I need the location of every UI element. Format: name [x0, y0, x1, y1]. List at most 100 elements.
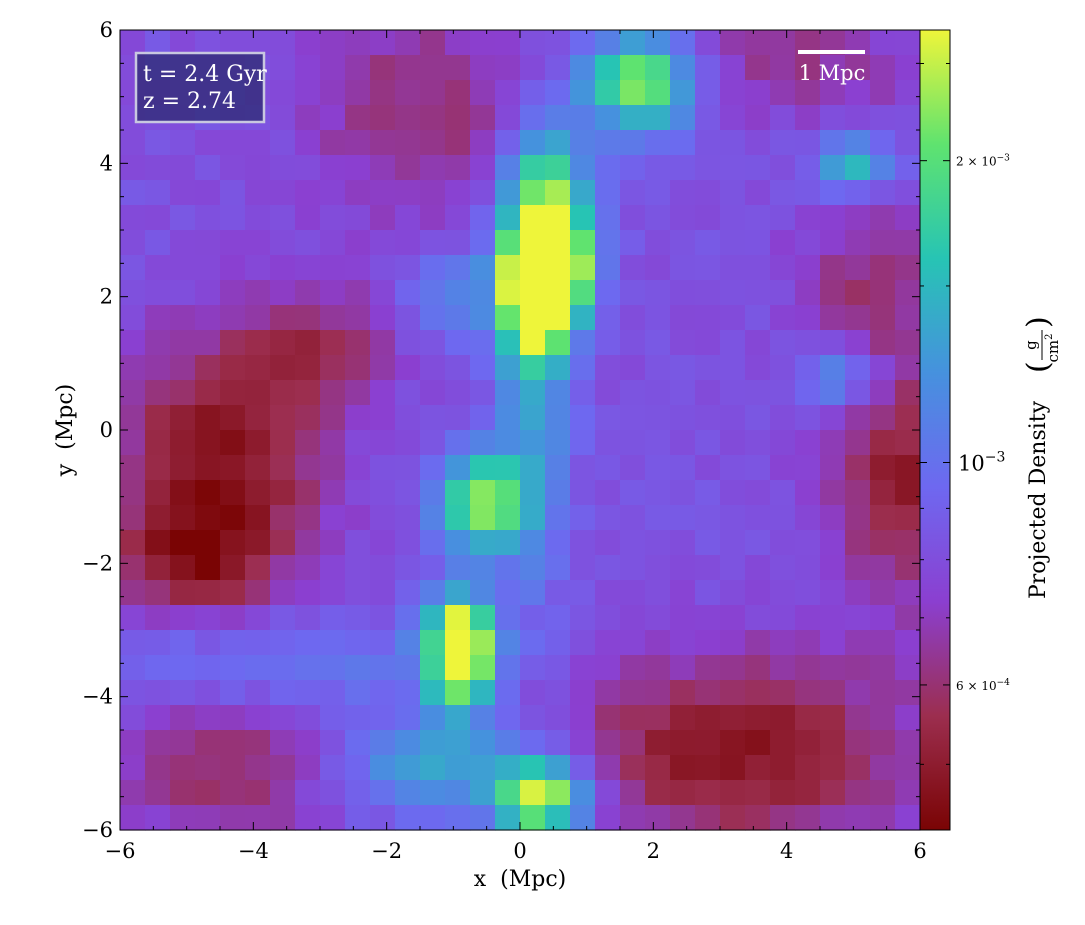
heatmap-cell — [170, 330, 196, 356]
heatmap-cell — [820, 705, 846, 731]
heatmap-cell — [345, 230, 371, 256]
heatmap-cell — [570, 255, 596, 281]
heatmap-cell — [745, 105, 771, 131]
heatmap-cell — [395, 505, 421, 531]
heatmap-cell — [595, 555, 621, 581]
heatmap-cell — [870, 180, 896, 206]
heatmap-cell — [820, 355, 846, 381]
heatmap-cell — [870, 705, 896, 731]
heatmap-cell — [695, 555, 721, 581]
heatmap-cell — [345, 380, 371, 406]
heatmap-cell — [545, 405, 571, 431]
heatmap-cell — [520, 655, 546, 681]
heatmap-cell — [220, 355, 246, 381]
heatmap-cell — [745, 505, 771, 531]
heatmap-cell — [420, 505, 446, 531]
heatmap-cell — [370, 780, 396, 806]
heatmap-cell — [870, 580, 896, 606]
colorbar-ticks: 2 × 10−3 10−3 6 × 10−4 — [920, 63, 1010, 765]
heatmap-cell — [620, 180, 646, 206]
heatmap-cell — [445, 405, 471, 431]
heatmap-cell — [370, 805, 396, 831]
heatmap-cell — [895, 130, 921, 156]
heatmap-cell — [295, 105, 321, 131]
heatmap-cell — [695, 280, 721, 306]
heatmap-cell — [545, 680, 571, 706]
heatmap-cell — [670, 230, 696, 256]
heatmap-cell — [170, 580, 196, 606]
heatmap-cell — [695, 730, 721, 756]
heatmap-cell — [645, 755, 671, 781]
heatmap-cell — [295, 580, 321, 606]
heatmap-cell — [145, 555, 171, 581]
heatmap-cell — [670, 205, 696, 231]
heatmap-cell — [370, 480, 396, 506]
heatmap-cell — [645, 55, 671, 81]
heatmap-cell — [820, 480, 846, 506]
heatmap-cell — [845, 380, 871, 406]
heatmap-cell — [120, 255, 146, 281]
heatmap-cell — [620, 530, 646, 556]
redshift-label: z = 2.74 — [143, 89, 236, 114]
heatmap-cell — [520, 155, 546, 181]
heatmap-cell — [470, 230, 496, 256]
heatmap-cell — [445, 205, 471, 231]
heatmap-cell — [720, 580, 746, 606]
heatmap-cell — [445, 355, 471, 381]
heatmap-cell — [670, 80, 696, 106]
heatmap-cell — [695, 430, 721, 456]
heatmap-cell — [695, 705, 721, 731]
heatmap-cell — [595, 355, 621, 381]
heatmap-cell — [720, 380, 746, 406]
heatmap-cell — [445, 455, 471, 481]
heatmap-cell — [745, 630, 771, 656]
heatmap-cell — [645, 730, 671, 756]
heatmap-cell — [495, 230, 521, 256]
heatmap-cell — [195, 480, 221, 506]
colorbar-unit-open-paren: ( — [1021, 361, 1056, 373]
heatmap-cell — [520, 105, 546, 131]
heatmap-cell — [595, 255, 621, 281]
heatmap-cell — [395, 780, 421, 806]
heatmap-cell — [495, 30, 521, 56]
heatmap-cell — [120, 705, 146, 731]
heatmap-cell — [295, 130, 321, 156]
heatmap-cell — [620, 505, 646, 531]
heatmap-cell — [895, 730, 921, 756]
heatmap-cell — [895, 605, 921, 631]
heatmap-cell — [770, 405, 796, 431]
heatmap-cell — [270, 305, 296, 331]
heatmap-cell — [895, 705, 921, 731]
heatmap-cell — [420, 305, 446, 331]
heatmap-cell — [470, 355, 496, 381]
heatmap-cell — [395, 680, 421, 706]
heatmap-cell — [445, 80, 471, 106]
x-axis-label: x (Mpc) — [474, 867, 567, 892]
heatmap-cell — [295, 180, 321, 206]
heatmap-cell — [520, 55, 546, 81]
heatmap-cell — [670, 305, 696, 331]
heatmap-cell — [895, 780, 921, 806]
heatmap-cell — [895, 380, 921, 406]
heatmap-cell — [795, 430, 821, 456]
heatmap-cell — [470, 205, 496, 231]
heatmap-cell — [295, 330, 321, 356]
heatmap-cell — [520, 755, 546, 781]
heatmap-cell — [470, 705, 496, 731]
heatmap-cell — [220, 705, 246, 731]
heatmap-cell — [420, 80, 446, 106]
heatmap-cell — [220, 605, 246, 631]
heatmap-cell — [120, 230, 146, 256]
heatmap-cell — [820, 605, 846, 631]
heatmap-cell — [845, 680, 871, 706]
heatmap-cell — [845, 205, 871, 231]
scale-bar-label: 1 Mpc — [799, 61, 866, 85]
heatmap-cell — [395, 805, 421, 831]
heatmap-cell — [395, 305, 421, 331]
x-tick-label: −4 — [238, 839, 269, 863]
heatmap-cell — [145, 405, 171, 431]
x-tick-label: 6 — [913, 839, 926, 863]
heatmap-cell — [820, 255, 846, 281]
heatmap-cell — [320, 705, 346, 731]
heatmap-cell — [420, 680, 446, 706]
